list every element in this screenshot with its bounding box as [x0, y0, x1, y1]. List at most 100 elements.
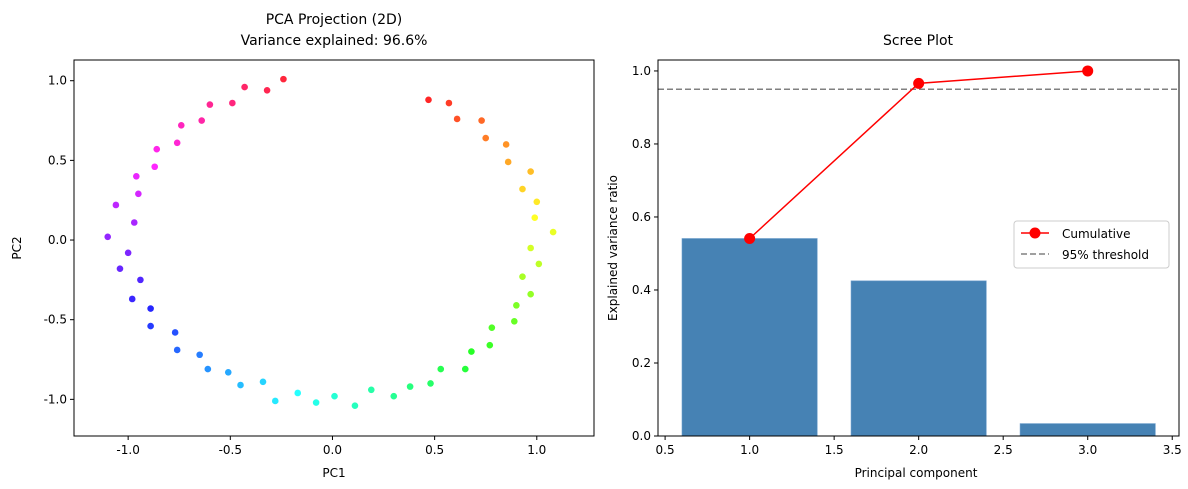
legend-threshold-label: 95% threshold — [1062, 248, 1149, 262]
scatter-point — [527, 168, 534, 175]
y-axis-label: PC2 — [10, 236, 24, 259]
scatter-point — [504, 158, 512, 166]
scatter-point — [104, 233, 112, 241]
y-tick-label: 1.0 — [48, 74, 67, 88]
scatter-point — [124, 249, 132, 257]
x-ticks: -1.0 -0.5 0.0 0.5 1.0 — [116, 436, 546, 457]
legend: Cumulative 95% threshold — [1013, 220, 1170, 269]
scatter-point — [280, 75, 287, 83]
scatter-point — [263, 86, 271, 94]
scatter-point — [196, 351, 203, 359]
x-axis-label: Principal component — [855, 466, 978, 480]
chart-subtitle: Variance explained: 96.6% — [241, 33, 428, 49]
scatter-point — [130, 219, 138, 226]
scatter-point — [535, 260, 543, 268]
y-tick-label: 1.0 — [632, 64, 651, 78]
scatter-point — [461, 365, 469, 373]
scatter-point — [135, 190, 142, 198]
x-tick-label: 0.5 — [425, 443, 444, 457]
cumulative-point — [913, 77, 925, 89]
cumulative-point — [1082, 65, 1094, 77]
scatter-points — [104, 75, 557, 410]
scatter-point — [453, 115, 461, 123]
scatter-point — [425, 96, 432, 104]
x-tick-label: 1.5 — [825, 443, 844, 457]
bar-pc1 — [681, 238, 818, 437]
legend-cumulative-marker-icon — [1029, 227, 1041, 239]
scatter-point — [271, 397, 279, 405]
x-tick-label: 3.5 — [1163, 443, 1182, 457]
scatter-point — [486, 341, 494, 349]
x-tick-label: 1.0 — [740, 443, 759, 457]
y-tick-label: 0.2 — [632, 356, 651, 370]
scatter-point — [531, 214, 539, 222]
scatter-point — [478, 117, 485, 124]
scatter-point — [147, 305, 154, 312]
y-tick-label: -1.0 — [44, 392, 67, 406]
scatter-point — [527, 290, 534, 298]
scatter-point — [198, 117, 206, 124]
x-tick-label: 2.0 — [909, 443, 928, 457]
scatter-point — [151, 163, 159, 171]
scatter-point — [177, 122, 185, 129]
y-ticks: -1.0 -0.5 0.0 0.5 1.0 — [44, 74, 74, 406]
scatter-point — [519, 185, 526, 193]
y-tick-label: 0.8 — [632, 137, 651, 151]
scatter-point — [204, 365, 212, 373]
x-tick-label: 1.0 — [527, 443, 546, 457]
scatter-point — [351, 402, 359, 410]
chart-title: PCA Projection (2D) — [266, 12, 403, 28]
scatter-point — [229, 99, 236, 107]
scatter-point — [437, 365, 445, 373]
y-tick-label: 0.4 — [632, 283, 651, 297]
y-tick-label: 0.0 — [48, 233, 67, 247]
bar-pc3 — [1019, 423, 1156, 437]
scatter-point — [128, 295, 136, 303]
scatter-point — [153, 145, 161, 153]
scatter-point — [312, 399, 320, 406]
scatter-point — [502, 141, 510, 148]
scatter-point — [237, 381, 244, 389]
x-tick-label: 2.5 — [994, 443, 1013, 457]
x-tick-label: 3.0 — [1078, 443, 1097, 457]
pca-scatter-chart: PCA Projection (2D) Variance explained: … — [10, 12, 595, 480]
y-ticks: 0.0 0.2 0.4 0.6 0.8 1.0 — [632, 64, 658, 443]
scatter-point — [147, 322, 154, 330]
scatter-point — [294, 389, 302, 397]
y-tick-label: 0.5 — [48, 153, 67, 167]
cumulative-line — [749, 70, 1088, 240]
scatter-point — [173, 139, 181, 147]
scatter-point — [513, 302, 520, 309]
scatter-point — [488, 324, 496, 331]
plot-frame — [73, 59, 595, 437]
scatter-point — [527, 244, 534, 252]
scatter-point — [259, 378, 267, 386]
x-ticks: 0.5 1.0 1.5 2.0 2.5 3.0 3.5 — [656, 436, 1182, 457]
scatter-point — [133, 173, 140, 180]
scatter-point — [511, 317, 518, 325]
x-tick-label: -0.5 — [219, 443, 242, 457]
cumulative-point — [744, 233, 756, 245]
scatter-point — [468, 348, 475, 355]
legend-box — [1013, 220, 1170, 269]
scatter-point — [406, 383, 414, 390]
y-axis-label: Explained variance ratio — [606, 175, 620, 321]
x-tick-label: 0.0 — [323, 443, 342, 457]
y-tick-label: -0.5 — [44, 313, 67, 327]
scree-plot-chart: Scree Plot 0.5 1.0 1.5 2.0 2.5 3.0 3.5 0.00.20… — [606, 33, 1182, 480]
legend-cumulative-label: Cumulative — [1062, 227, 1131, 241]
scatter-point — [482, 134, 490, 142]
scatter-point — [137, 276, 144, 284]
scatter-point — [519, 273, 526, 280]
scatter-point — [390, 392, 398, 400]
scatter-point — [224, 368, 232, 376]
x-tick-label: 0.5 — [656, 443, 675, 457]
bar-pc2 — [850, 280, 987, 437]
bars — [681, 238, 1156, 437]
scatter-point — [445, 99, 453, 107]
scatter-point — [116, 265, 124, 273]
x-tick-label: -1.0 — [116, 443, 139, 457]
scatter-point — [112, 201, 120, 209]
scatter-point — [173, 346, 181, 354]
